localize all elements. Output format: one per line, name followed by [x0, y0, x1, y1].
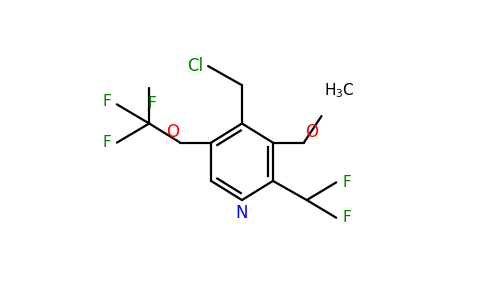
Text: F: F — [102, 94, 111, 109]
Text: F: F — [343, 210, 351, 225]
Text: F: F — [148, 95, 156, 110]
Text: F: F — [343, 175, 351, 190]
Text: N: N — [236, 204, 248, 222]
Text: H$_3$C: H$_3$C — [324, 81, 355, 100]
Text: O: O — [305, 123, 318, 141]
Text: O: O — [166, 123, 179, 141]
Text: Cl: Cl — [188, 57, 204, 75]
Text: F: F — [102, 135, 111, 150]
